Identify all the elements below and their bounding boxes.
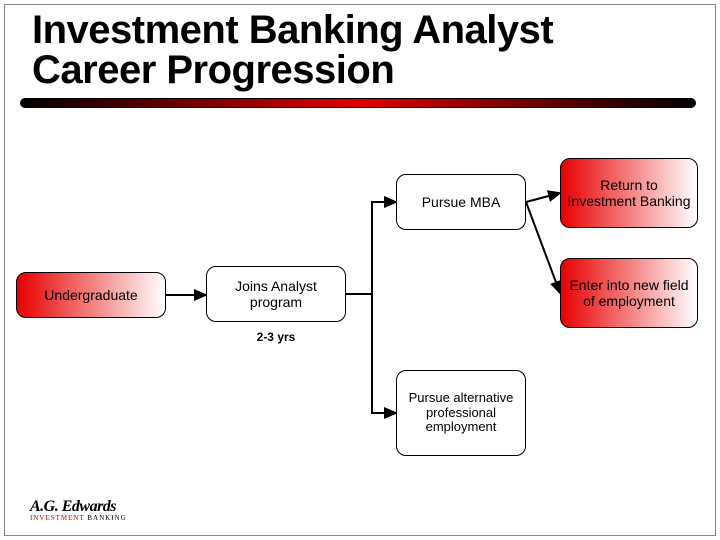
page-title: Investment Banking Analyst Career Progre… bbox=[32, 10, 553, 90]
node-pursue-mba: Pursue MBA bbox=[396, 174, 526, 230]
node-analyst-program: Joins Analyst program bbox=[206, 266, 346, 322]
node-new-field: Enter into new field of employment bbox=[560, 258, 698, 328]
node-return-banking: Return to Investment Banking bbox=[560, 158, 698, 228]
node-label: Enter into new field of employment bbox=[567, 277, 691, 309]
node-label: Pursue alternative professional employme… bbox=[403, 391, 519, 436]
node-alternative-employment: Pursue alternative professional employme… bbox=[396, 370, 526, 456]
title-line-2: Career Progression bbox=[32, 50, 553, 90]
logo-tagline-suffix: BANKING bbox=[85, 514, 127, 522]
title-divider bbox=[20, 98, 696, 108]
footer-logo: A.G. Edwards INVESTMENT BANKING bbox=[30, 498, 127, 522]
node-label: Joins Analyst program bbox=[213, 278, 339, 310]
node-undergraduate: Undergraduate bbox=[16, 272, 166, 318]
analyst-duration-caption: 2-3 yrs bbox=[206, 330, 346, 344]
node-label: Pursue MBA bbox=[422, 194, 501, 210]
node-label: Undergraduate bbox=[44, 287, 137, 303]
logo-tagline: INVESTMENT BANKING bbox=[30, 514, 127, 522]
node-label: Return to Investment Banking bbox=[567, 177, 691, 209]
logo-tagline-prefix: INVESTMENT bbox=[30, 514, 85, 522]
title-line-1: Investment Banking Analyst bbox=[32, 10, 553, 50]
